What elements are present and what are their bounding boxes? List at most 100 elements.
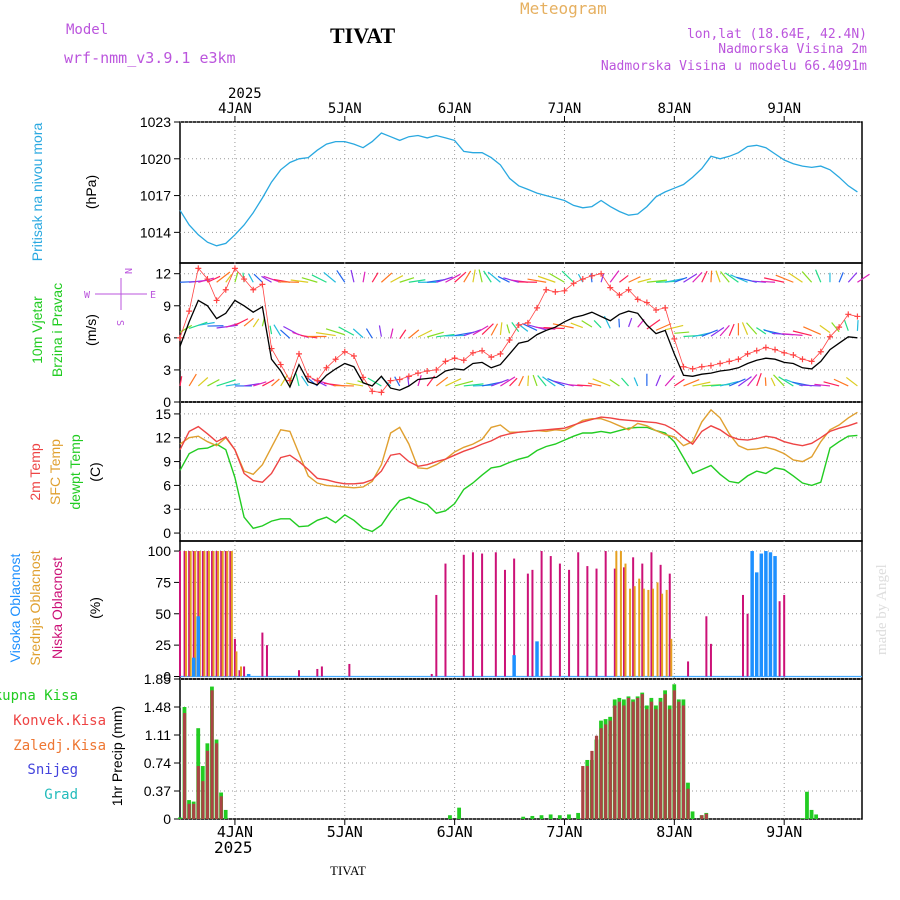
conv-precip-bar [604,724,608,819]
wind-arrow [188,373,197,387]
wind-arrow [408,329,420,339]
conv-precip-bar [219,796,223,819]
wind-arrow [715,270,721,283]
wind-arrow [271,378,280,387]
mid-cloud-side-label: Srednja Oblacnost [27,550,43,665]
wind-arrow [843,319,849,331]
low-cloud-bar [471,552,474,677]
wind-arrow [445,378,462,387]
cloud-ytick-label: 25 [155,637,171,653]
wind-arrow [490,323,499,336]
day-label-top: 9JAN [767,101,801,117]
conv-precip-bar [631,701,635,819]
wind-arrow [664,375,675,387]
mid-cloud-bar [656,582,659,677]
wind-arrow [701,329,718,337]
wind-arrow [463,329,482,337]
wind-arrow [399,277,415,283]
pressure-line [179,132,858,247]
wind-arrow [831,322,840,333]
low-cloud-bar [462,554,465,677]
conv-precip-bar [654,709,658,819]
wind-arrow [773,374,785,387]
total-precip-bar [557,815,562,819]
wind-arrow [763,277,785,283]
low-cloud-bar [444,563,447,677]
wind-arrow [323,271,337,283]
watermark: made by Angel [874,564,890,655]
high-cloud-bar [535,641,539,677]
mid-cloud-bar [661,593,664,677]
wind-arrow [509,377,518,387]
pressure-unit-label: (hPa) [83,175,99,209]
wind-arrow [646,279,668,283]
pressure-ytick-label: 1014 [140,224,171,240]
wind-arrow [499,322,503,335]
low-cloud-bar [201,551,204,677]
wind-arrow [856,320,859,331]
precip-ytick-label: 0.37 [144,783,171,799]
station-title: TIVAT [330,23,396,48]
low-cloud-side-label: Niska Oblacnost [49,557,65,659]
wind-arrow [234,318,249,326]
wind-arrow [367,377,382,387]
high-cloud-bar [512,655,516,677]
wind-arrow [570,322,584,329]
wind-arrow [692,381,711,387]
wind-arrow [561,270,575,283]
wind-arrow [491,378,509,387]
wind-arrow [273,324,282,337]
wind-arrow [417,375,422,387]
mid-cloud-bar [217,551,220,677]
wind-arrow [741,322,749,335]
year-bottom: 2025 [214,838,253,857]
wind-arrow [315,332,336,337]
grid-layer [180,121,862,820]
total-precip-bar [814,814,819,819]
high-cloud-bar [196,616,201,677]
wind-arrow [720,271,730,283]
wind-arrow [838,272,844,283]
wind-arrow [847,272,858,283]
wind-arrow [280,374,288,387]
total-precip-bar [809,809,814,819]
low-cloud-bar [641,563,644,677]
pressure-ytick-label: 1023 [140,114,171,130]
mid-cloud-bar [230,551,233,677]
wind-arrow [577,384,592,387]
low-cloud-bar [741,594,744,677]
total-precip-bar [530,815,535,819]
low-cloud-bar [783,594,786,677]
wind-arrow [243,383,260,387]
pressure-ytick-label: 1020 [140,151,171,167]
compass-w-label: W [84,290,91,301]
wind-arrow [426,331,444,338]
wind-arrow [814,383,831,387]
wind-arrow [338,326,355,336]
high-cloud-side-label: Visoka Oblacnost [7,554,23,663]
conv-precip-bar [640,694,644,819]
wind-arrow [248,273,254,283]
wind-arrow [770,377,776,387]
day-label-bottom: 5JAN [327,823,363,841]
high-cloud-bar [764,551,768,677]
total-precip-bar [178,817,182,819]
wind-speed-line [179,299,858,391]
mid-cloud-bar [665,589,668,677]
conv-precip-bar [622,705,626,819]
wind-arrow [336,270,346,283]
wind-arrow [719,324,730,337]
total-precip-bar [576,812,581,819]
wind-arrow [701,270,708,283]
wind-ytick-label: 3 [163,362,171,378]
low-cloud-bar [526,573,529,677]
conv-precip-bar [636,697,640,819]
mid-cloud-bar [651,588,654,677]
tick-layer: 1014101710201023036912036912150255075100… [140,114,785,827]
wind-arrow [724,272,739,283]
dewpt-side-label: dewpt Temp [67,434,83,509]
wind-arrow [803,326,822,335]
wind-arrow [280,329,291,339]
model-name: wrf-nmm_v3.9.1 e3km [64,49,236,67]
